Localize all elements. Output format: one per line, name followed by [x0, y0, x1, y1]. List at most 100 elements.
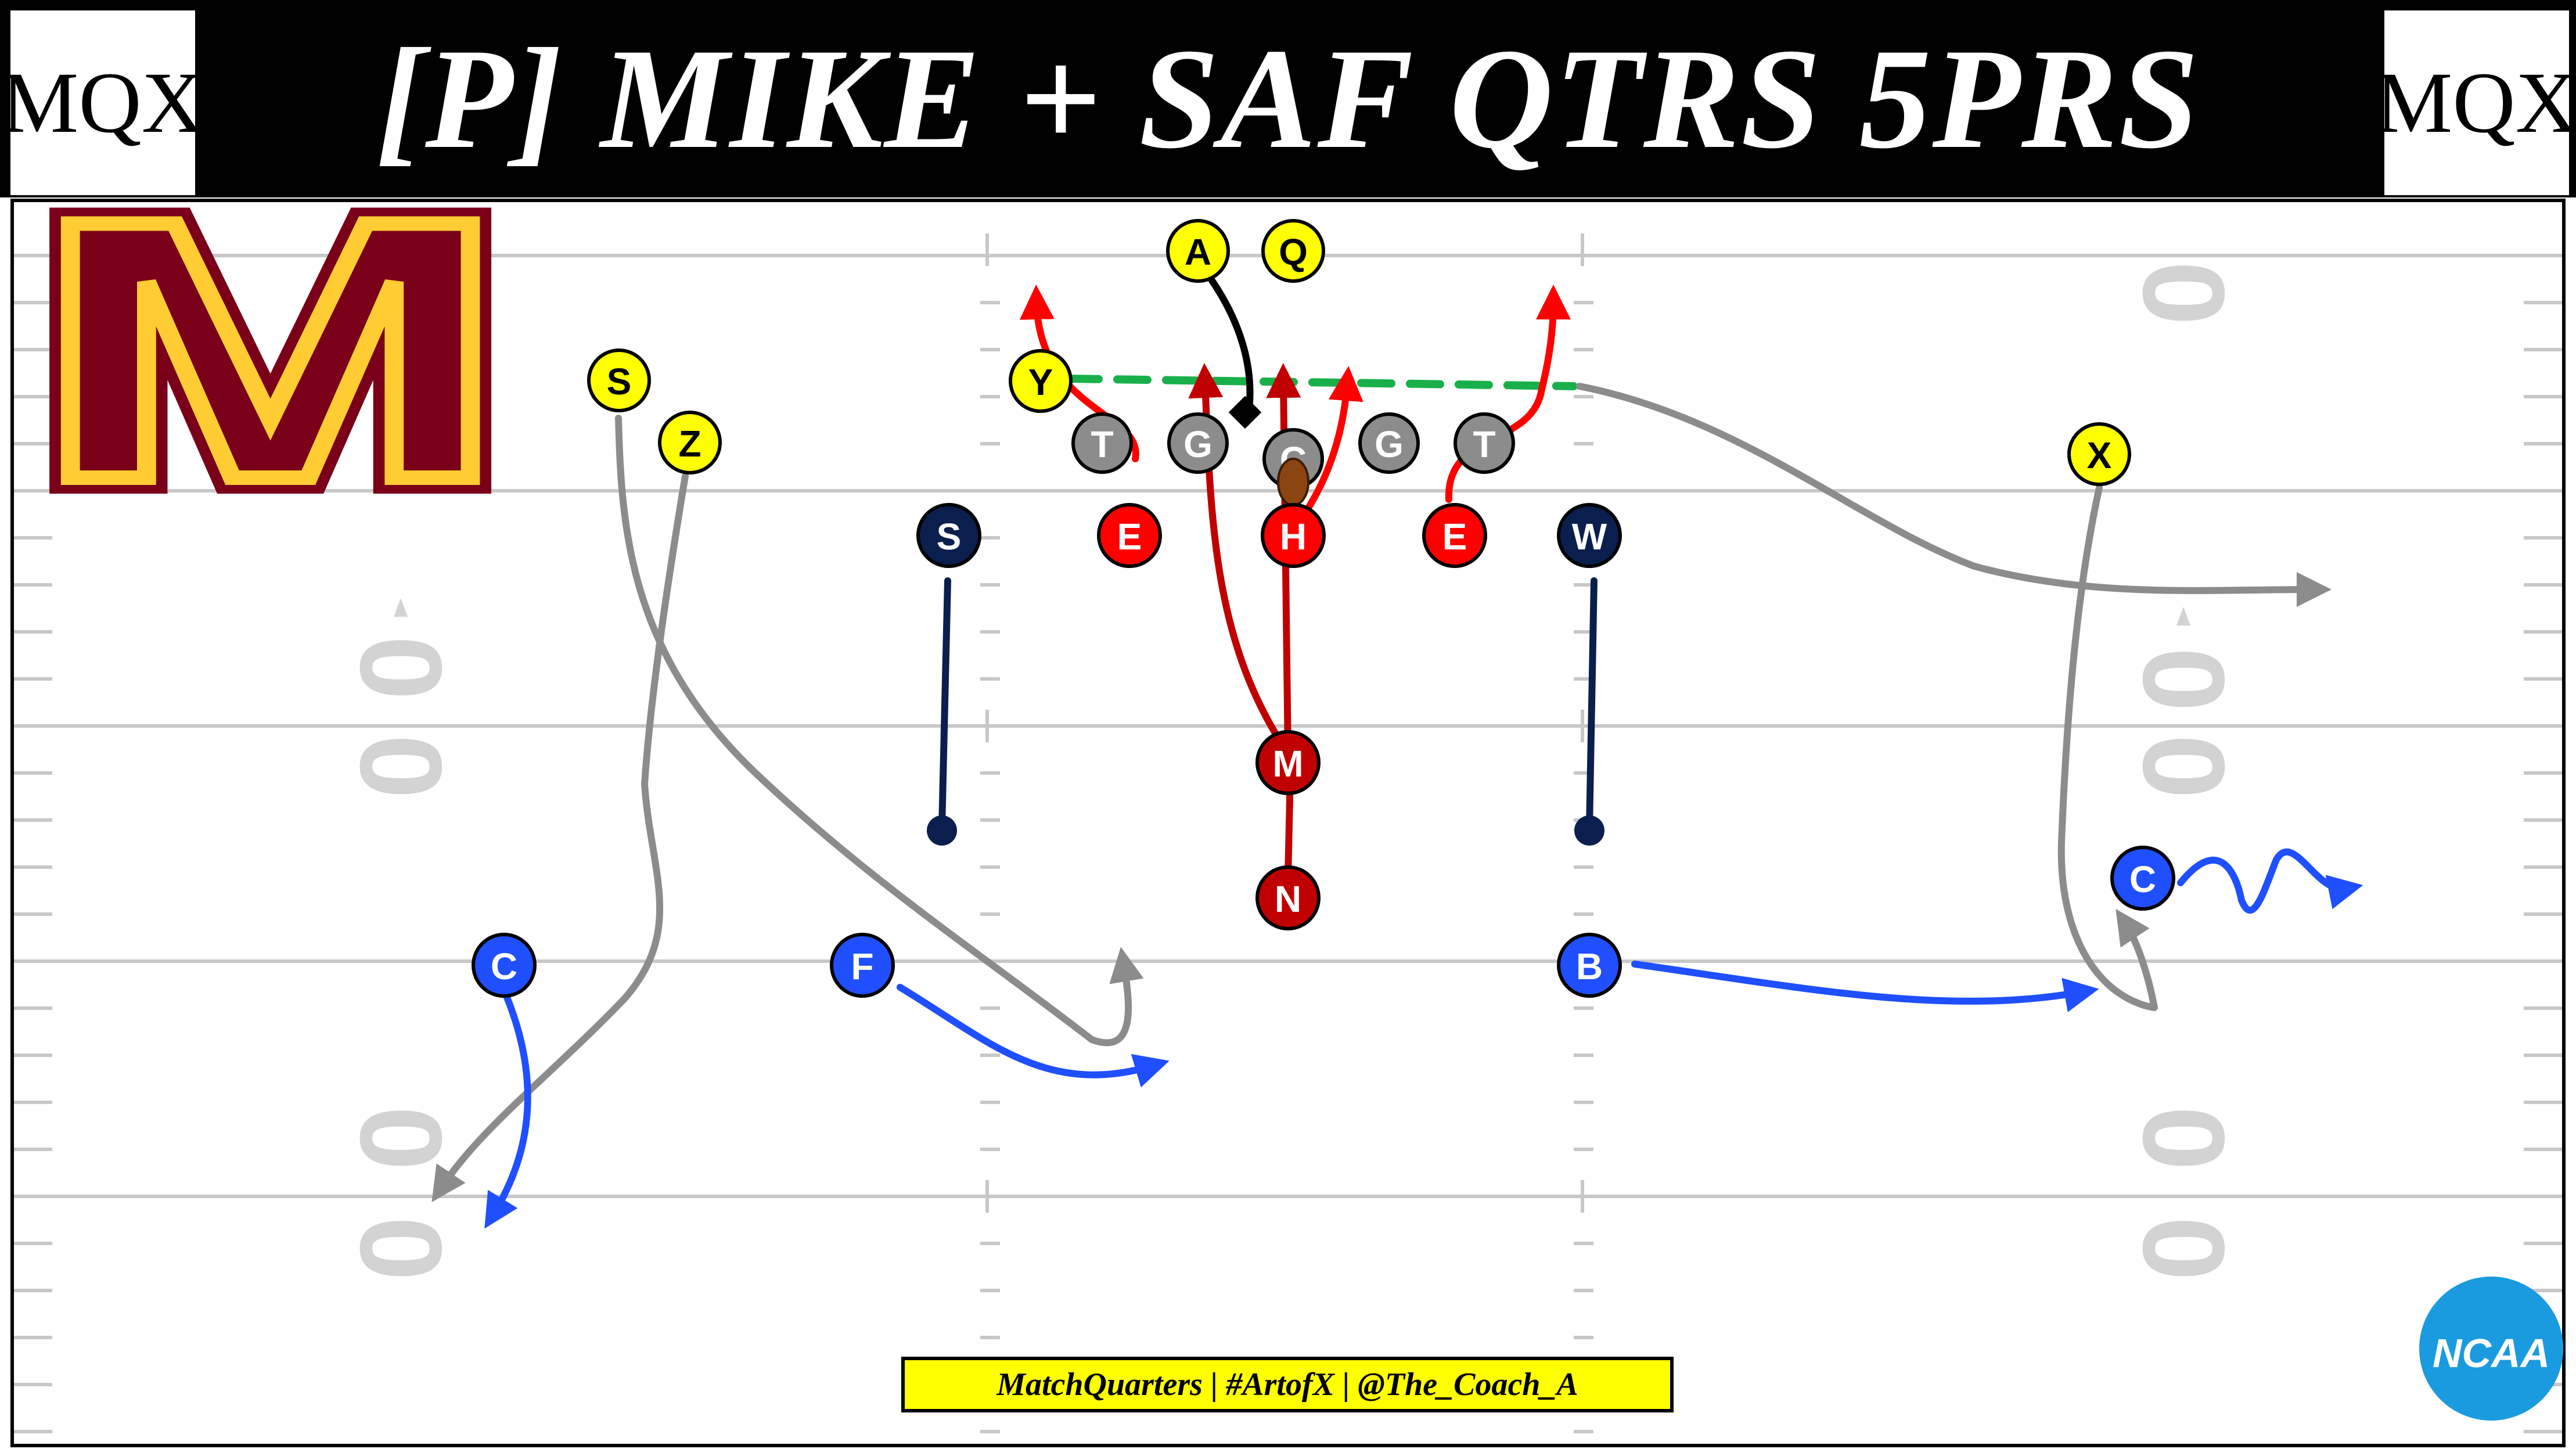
- defender-cr: C: [2110, 846, 2175, 911]
- footer-credit: MatchQuarters | #ArtofX | @The_Coach_A: [901, 1357, 1674, 1412]
- defender-wlb-marker: [1557, 503, 1622, 568]
- defender-h-marker: [1261, 503, 1326, 568]
- will-drop-point: [1574, 815, 1604, 846]
- corner-left-path: [484, 990, 531, 1229]
- lineman-lt-label: T: [1091, 423, 1113, 465]
- offense-s-label: S: [607, 361, 632, 402]
- brand-logo-left: MQX: [1, 10, 204, 195]
- defender-slb-label: S: [937, 516, 962, 558]
- lineman-rg-marker: [1358, 412, 1420, 474]
- lineman-lg-marker: [1167, 412, 1229, 474]
- offense-y: Y: [1009, 349, 1073, 413]
- boundary-safety-path: [1631, 961, 2099, 1012]
- offense-q: Q: [1261, 219, 1325, 283]
- offense-a-marker: [1166, 219, 1230, 283]
- sam-drop-point: [927, 815, 957, 846]
- free-safety-path: [897, 984, 1170, 1088]
- defender-wlb: W: [1557, 503, 1622, 568]
- yard-arrow: [2176, 607, 2190, 625]
- yard-number: 0: [2119, 1106, 2248, 1170]
- play-title: [P] MIKE + SAF QTRS 5PRS: [376, 19, 2200, 178]
- defender-n-label: N: [1275, 878, 1301, 920]
- defender-m-label: M: [1272, 743, 1303, 785]
- offense-q-label: Q: [1279, 231, 1308, 273]
- end-rush-right: [1445, 285, 1571, 503]
- will-drop-path: [1586, 577, 1598, 831]
- s-route: [615, 415, 1144, 1047]
- lineman-rt: T: [1454, 412, 1515, 474]
- defender-e2-label: E: [1442, 516, 1467, 558]
- football: [1277, 458, 1309, 506]
- sam-drop-path: [938, 577, 951, 831]
- defender-f: F: [830, 933, 895, 998]
- defender-f-label: F: [851, 945, 873, 987]
- assignment-paths: [431, 275, 2363, 1229]
- lineman-lg: G: [1167, 412, 1229, 474]
- defender-e1-marker: [1097, 503, 1162, 568]
- brand-logo-right: MQX: [2375, 10, 2576, 195]
- yard-number: 0: [336, 1106, 466, 1170]
- team-logo: M: [49, 207, 492, 494]
- y-route: [1576, 383, 2332, 607]
- ncaa-disc: [2419, 1277, 2563, 1421]
- defender-b-marker: [1557, 933, 1622, 998]
- ncaa-logo: NCAA: [2419, 1277, 2563, 1421]
- qb-set-point: [1228, 396, 1262, 429]
- protection-line: [1064, 375, 1578, 390]
- offense-s: S: [587, 348, 651, 412]
- defender-h: H: [1261, 503, 1326, 568]
- defender-e1: E: [1097, 503, 1162, 568]
- team-logo-letter: [60, 216, 480, 485]
- defender-b: B: [1557, 933, 1622, 998]
- defender-cr-label: C: [2129, 858, 2156, 900]
- offense-q-marker: [1261, 219, 1325, 283]
- offense-x: X: [2067, 422, 2131, 486]
- defender-m: M: [1255, 730, 1321, 795]
- defender-cr-marker: [2110, 846, 2175, 911]
- defender-slb: S: [916, 503, 981, 568]
- players: TGCGTAQYSZXEHEMNSWCFBC: [472, 219, 2175, 998]
- defender-h-label: H: [1280, 516, 1307, 558]
- defender-e2: E: [1422, 503, 1487, 568]
- offense-a-label: A: [1185, 231, 1211, 273]
- defender-e2-marker: [1422, 503, 1487, 568]
- yard-number: 0: [336, 635, 466, 700]
- defender-f-marker: [830, 933, 895, 998]
- lineman-rg-label: G: [1375, 423, 1404, 465]
- defender-b-label: B: [1576, 945, 1603, 987]
- end-rush-left: [1019, 285, 1139, 462]
- lineman-rt-marker: [1454, 412, 1515, 474]
- z-route: [431, 473, 689, 1202]
- defender-cl-marker: [472, 933, 537, 998]
- brand-logo-right-text: MQX: [2374, 55, 2576, 151]
- defender-n-marker: [1255, 865, 1321, 930]
- defender-slb-marker: [916, 503, 981, 568]
- corner-right-path: [2177, 849, 2363, 914]
- offense-y-label: Y: [1028, 361, 1053, 403]
- ncaa-logo-text: NCAA: [2433, 1331, 2550, 1376]
- defender-cl-label: C: [491, 945, 517, 987]
- lineman-rt-label: T: [1473, 423, 1495, 465]
- defender-n: N: [1255, 865, 1321, 930]
- lineman-lt: T: [1071, 412, 1133, 474]
- defender-wlb-label: W: [1572, 516, 1607, 558]
- offense-y-marker: [1009, 349, 1073, 413]
- defender-m-marker: [1255, 730, 1321, 795]
- yard-number: 0: [2119, 647, 2248, 711]
- yard-number: 0: [2119, 734, 2248, 799]
- offense-x-marker: [2067, 422, 2131, 486]
- lineman-lg-label: G: [1183, 423, 1213, 465]
- lineman-lt-marker: [1071, 412, 1133, 474]
- defender-e1-label: E: [1117, 516, 1142, 558]
- qb-drop-path: [1207, 275, 1254, 417]
- yard-arrow: [394, 598, 408, 617]
- yard-number: 0: [336, 1216, 466, 1281]
- offense-s-marker: [587, 348, 651, 412]
- yard-number: 0: [2119, 1216, 2248, 1281]
- brand-logo-left-text: MQX: [1, 55, 205, 151]
- offense-z-label: Z: [678, 423, 701, 465]
- offense-z: Z: [658, 411, 722, 474]
- yard-number: 0: [2119, 261, 2248, 325]
